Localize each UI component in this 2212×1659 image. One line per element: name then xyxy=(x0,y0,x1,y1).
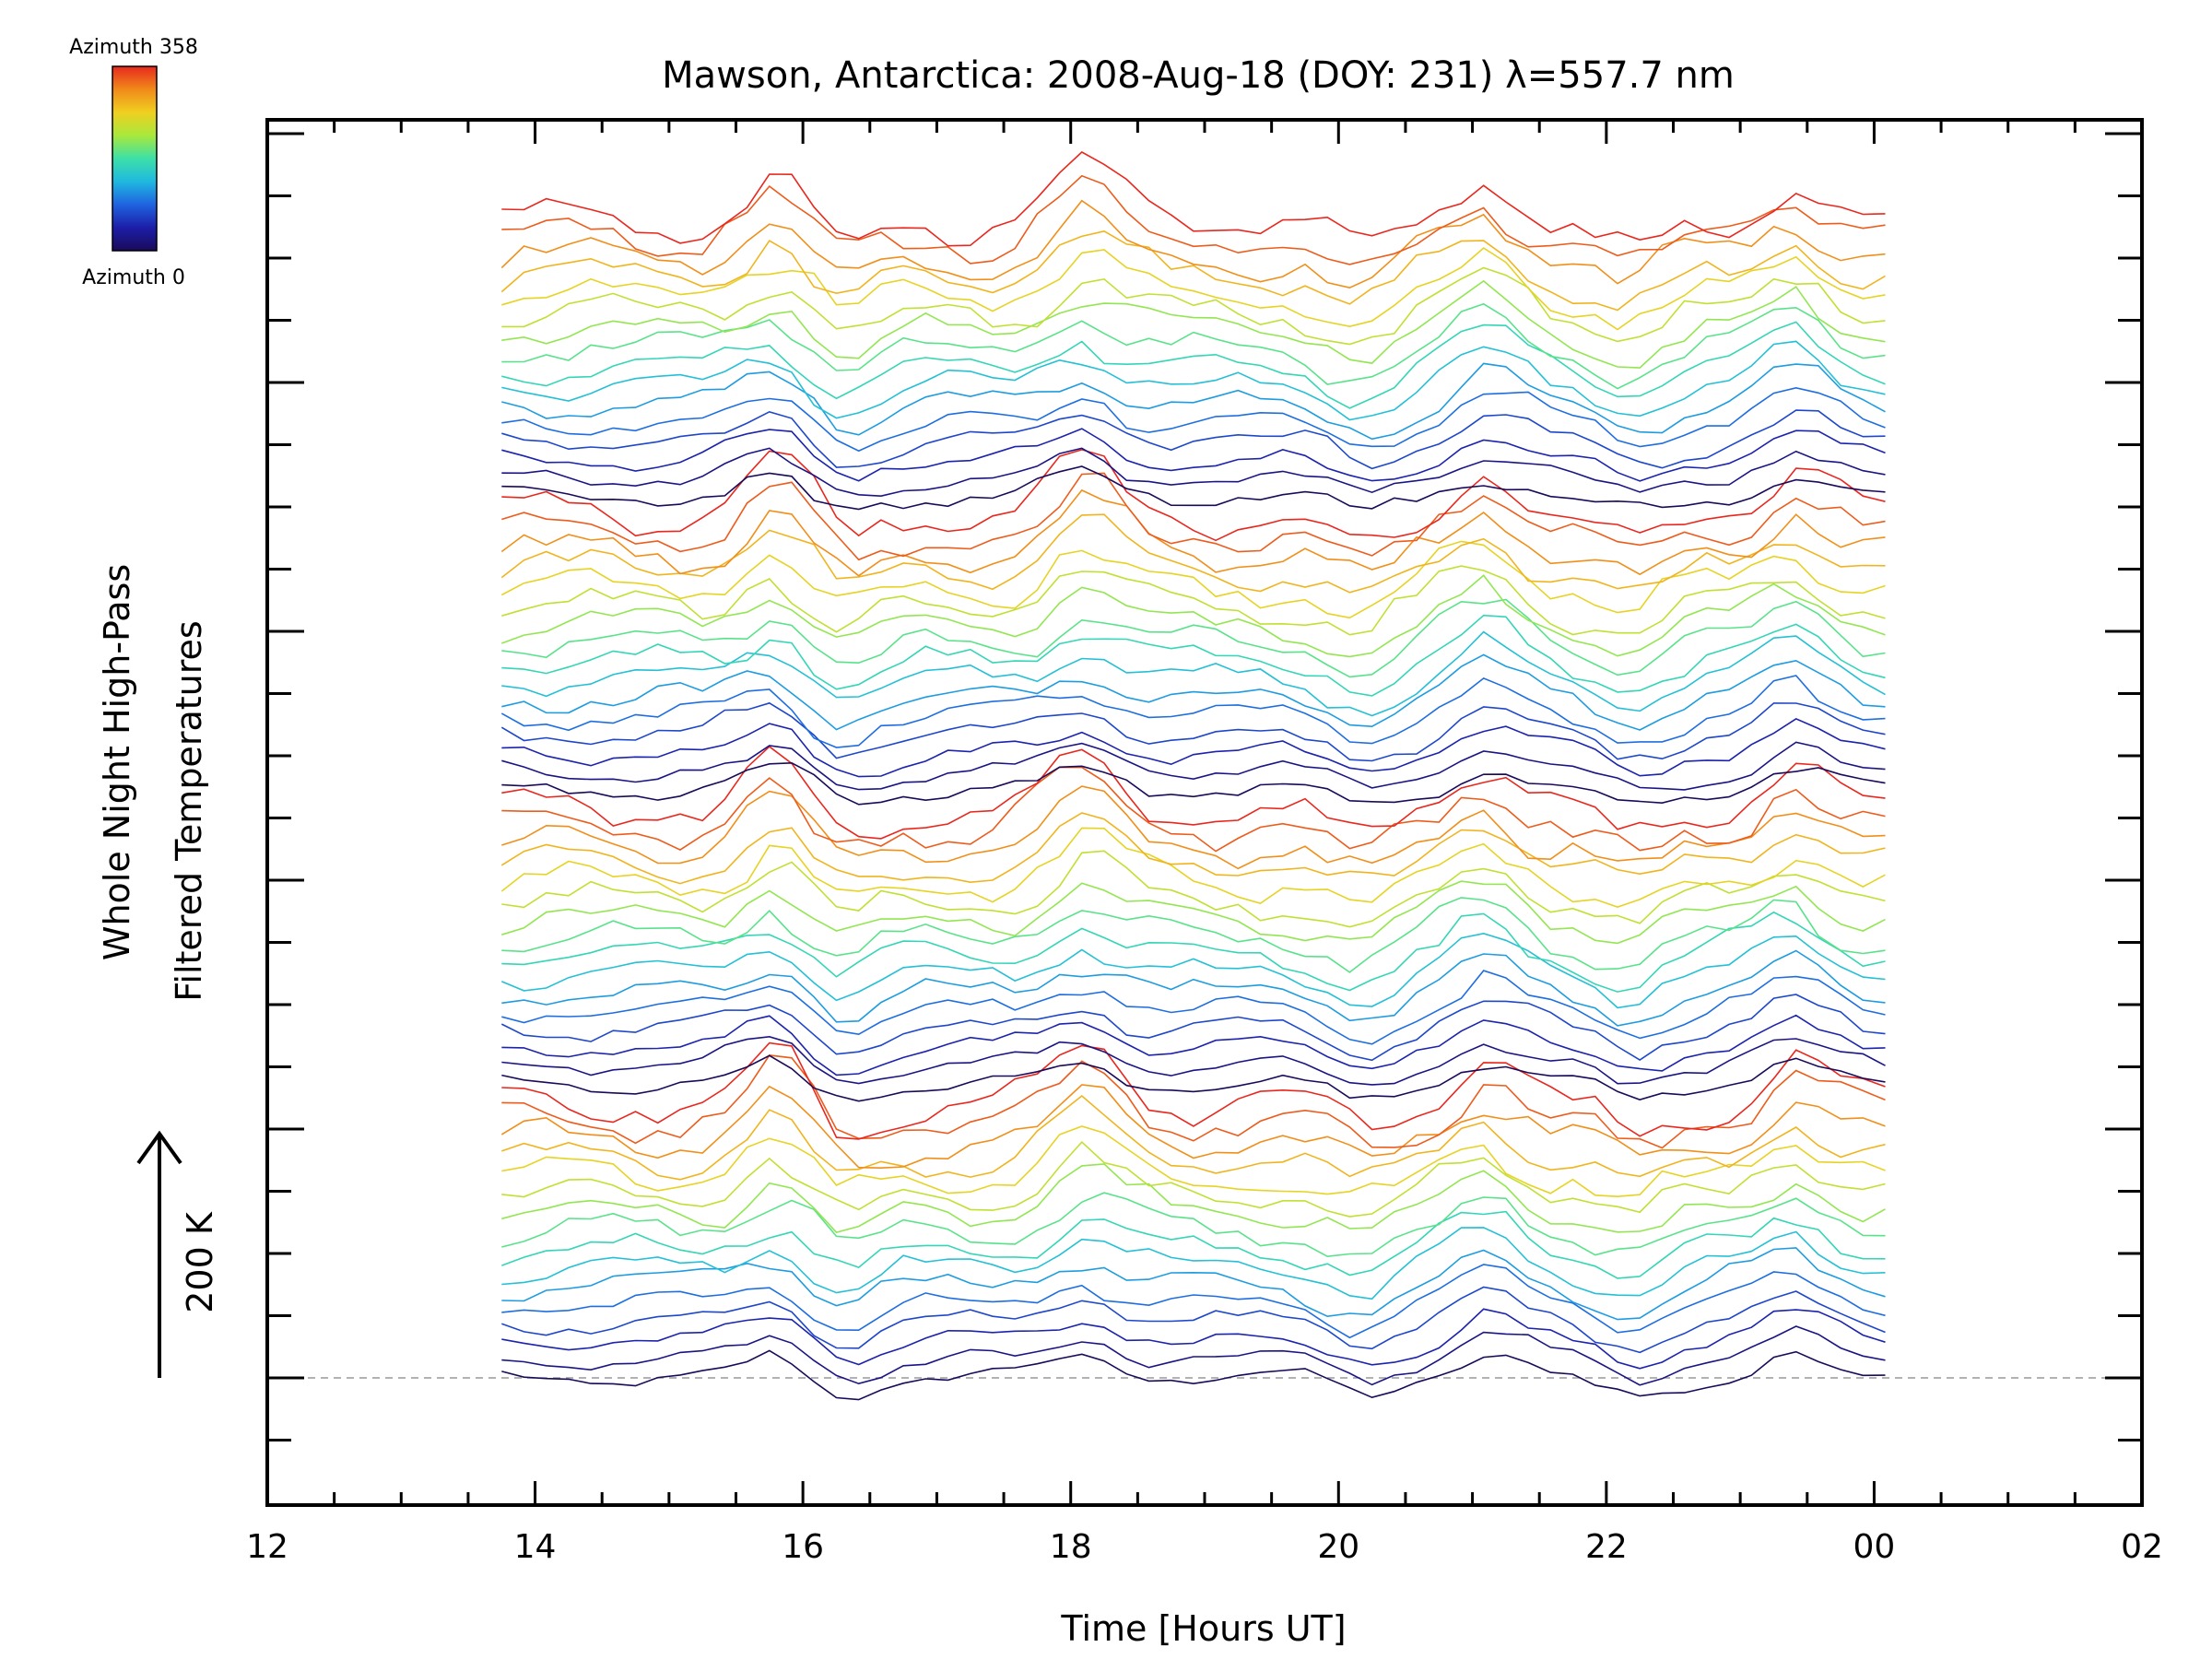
series-line xyxy=(501,321,1886,409)
series-line xyxy=(501,1286,1886,1354)
series-line xyxy=(501,949,1886,1027)
series-line xyxy=(501,1227,1886,1300)
colorbar xyxy=(112,65,158,252)
x-tick-label: 00 xyxy=(1853,1528,1896,1566)
series-line xyxy=(500,701,1886,762)
series-line xyxy=(501,574,1886,658)
series-line xyxy=(501,1349,1886,1401)
series-line xyxy=(501,1264,1886,1339)
series-line xyxy=(500,827,1886,908)
series-line xyxy=(501,1014,1886,1077)
series-line xyxy=(501,850,1886,928)
x-axis-label: Time [Hours UT] xyxy=(1060,1608,1346,1649)
series-line xyxy=(501,465,1886,511)
series-line xyxy=(501,1192,1886,1258)
scale-arrow-head xyxy=(136,1130,182,1165)
series-line xyxy=(500,540,1886,619)
x-tick-labels: 12 14 16 18 20 22 00 02 xyxy=(246,1528,2163,1566)
series-line xyxy=(501,1140,1886,1218)
series-line xyxy=(501,1041,1886,1140)
series-line xyxy=(501,598,1886,678)
series-line xyxy=(501,1210,1886,1279)
series-line xyxy=(501,279,1886,369)
series-line xyxy=(500,932,1886,1009)
x-tick-label: 20 xyxy=(1317,1528,1359,1566)
series-line xyxy=(501,340,1886,421)
scale-label: 200 K xyxy=(180,1211,220,1313)
series-line xyxy=(501,1035,1886,1086)
series-line xyxy=(500,812,1886,885)
series-line xyxy=(501,897,1886,973)
series-line xyxy=(501,1054,1886,1149)
chart-title: Mawson, Antarctica: 2008-Aug-18 (DOY: 23… xyxy=(662,54,1735,97)
series-line xyxy=(501,1308,1886,1370)
series-line xyxy=(501,174,1886,265)
x-tick-label: 14 xyxy=(514,1528,557,1566)
series-line xyxy=(501,785,1886,870)
series-line xyxy=(501,1125,1886,1198)
series-line xyxy=(501,880,1886,945)
series-group xyxy=(500,151,1886,1401)
colorbar-bottom-label: Azimuth 0 xyxy=(82,266,185,289)
x-tick-label: 22 xyxy=(1585,1528,1628,1566)
series-line xyxy=(501,1247,1886,1321)
series-line xyxy=(501,653,1886,731)
series-line xyxy=(500,199,1886,289)
series-line xyxy=(501,741,1886,791)
series-line xyxy=(501,970,1886,1045)
series-line xyxy=(501,151,1886,247)
series-line xyxy=(501,630,1886,717)
x-tick-label: 16 xyxy=(782,1528,824,1566)
colorbar-top-label: Azimuth 358 xyxy=(69,36,198,59)
series-line xyxy=(501,447,1886,498)
series-line xyxy=(501,746,1886,840)
x-tick-label: 02 xyxy=(2121,1528,2163,1566)
series-line xyxy=(500,488,1886,577)
series-line xyxy=(501,266,1886,346)
series-line xyxy=(501,362,1886,441)
series-line xyxy=(501,1094,1886,1181)
series-line xyxy=(501,565,1886,636)
series-line xyxy=(500,229,1886,312)
y-axis-label-line1: Whole Night High-Pass xyxy=(97,564,137,960)
series-line xyxy=(501,717,1886,778)
series-line xyxy=(500,994,1886,1062)
y-ticks xyxy=(267,132,2142,1441)
series-line xyxy=(501,428,1886,482)
series-line xyxy=(501,449,1886,542)
x-tick-label: 18 xyxy=(1050,1528,1092,1566)
series-line xyxy=(500,675,1886,748)
plot-frame xyxy=(265,118,2144,1507)
series-line xyxy=(501,1163,1886,1233)
x-tick-label: 12 xyxy=(246,1528,288,1566)
series-line xyxy=(501,1325,1886,1386)
series-line xyxy=(501,472,1886,561)
series-line xyxy=(501,409,1886,470)
series-line xyxy=(501,911,1886,993)
series-line xyxy=(501,247,1886,331)
series-line xyxy=(501,761,1886,806)
y-axis-label-line2: Filtered Temperatures xyxy=(169,620,209,1001)
series-line xyxy=(501,386,1886,453)
series-line xyxy=(501,1054,1886,1102)
series-line xyxy=(501,766,1886,853)
series-line xyxy=(501,614,1886,697)
series-line xyxy=(500,1084,1886,1170)
